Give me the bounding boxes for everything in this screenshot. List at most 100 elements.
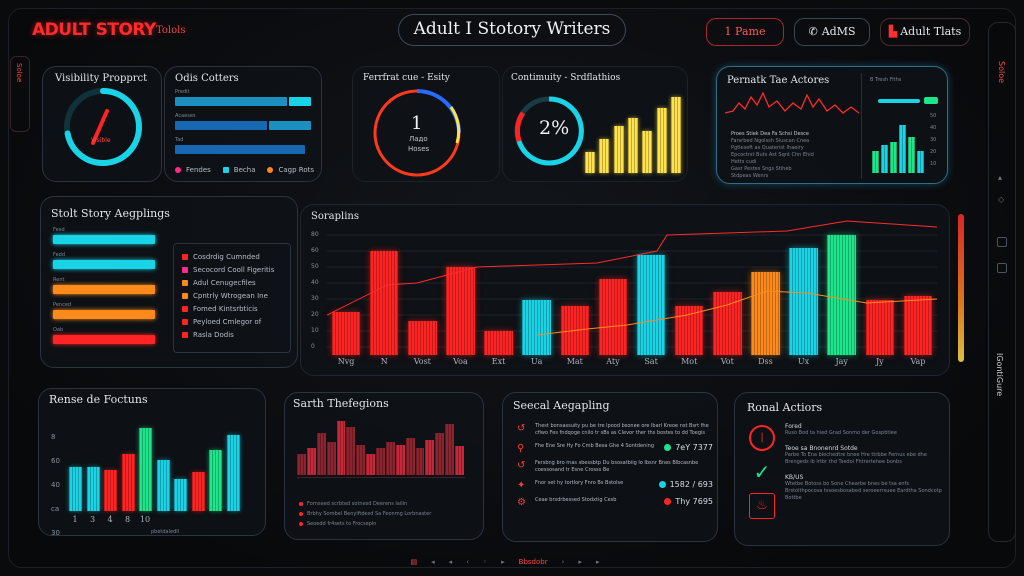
seecal-list: ↺ Thest bonsassuity pu be tre lpood bsone… [517,423,713,514]
bottom-nav-item[interactable]: ▤ [410,558,418,566]
story-legend-item: Fomed Kintsrbticis [182,302,282,315]
continuity-panel: Contimuity - Srdflathios 2% [502,66,688,182]
bottom-nav-item[interactable]: ‹ [466,558,469,566]
adms-button-label: AdMS [821,25,856,38]
story-row-bar [53,260,155,269]
story-row-label: Fexd [53,227,65,233]
permath-bars [872,117,928,173]
odis-title: Odis Cotters [175,73,239,84]
page-title[interactable]: Adult Ӏ Stotory Writers [398,14,626,46]
adult-stats-label: Adult Tlats [900,25,962,38]
ferred-line3: Hoses [408,145,430,153]
bottom-nav-item[interactable]: ◦ [483,558,488,566]
sarth-bar [336,421,346,475]
pane-button[interactable]: 1 Pame [706,18,784,46]
sarth-bar [297,454,306,475]
bottom-nav-item[interactable]: ▸ [501,558,505,566]
sarth-bar [455,446,464,475]
story-row-label: Penced [53,302,72,308]
rense-title: Rense de Foctuns [49,393,148,406]
sarth-bar [346,427,356,475]
bottom-nav: ▤ ◂ ◂ ‹ ◦ ▸ Bbsdobr › ▸ ▸ [350,556,660,568]
seecal-stat: Thy 7695 [664,497,713,506]
rense-y-label: 30 [51,529,60,537]
sarth-bar [415,448,425,475]
permath-side: B Tresh Fiths 50 40 30 20 10 [861,73,945,179]
story-legend-item: Cosdrdig Cumnded [182,250,282,263]
chart-icon: ▙ [888,25,898,38]
rense-bar [86,466,100,511]
sarth-bar [435,433,445,475]
right-rail-icon-1[interactable]: ▴ [998,173,1003,182]
continuity-bar [656,108,667,173]
fire-icon[interactable]: ♨ [749,493,775,519]
timer-icon[interactable]: | [749,425,775,451]
main-chart-x-label: Jay [835,357,848,366]
sarth-bar [445,424,455,475]
sarth-bar [376,448,385,475]
legend-label: Peyloed Cmlegor of [193,317,262,326]
sarth-bar [316,433,326,475]
rense-y-label: 40 [51,481,60,489]
main-chart-bar [865,300,895,355]
check-icon[interactable]: ✓ [753,460,771,484]
right-rail-icon-2[interactable]: ◇ [998,195,1005,204]
odis-bar [175,145,305,154]
legend-swatch [182,305,188,312]
rense-bar [209,450,222,511]
seecal-item: ↺ Thest bonsassuity pu be tre lpood bsone… [517,423,713,437]
permath-y-label: 10 [930,161,937,167]
sarth-axis [297,477,465,478]
rense-bar [104,469,117,511]
seecal-icon: ↺ [517,423,526,434]
bottom-nav-item[interactable]: Bbsdobr [518,558,548,566]
permath-progress [878,99,920,103]
continuity-bar [628,118,638,173]
continuity-title: Contimuity - Srdflathios [511,73,621,83]
ferred-panel: Ferrfrat cue - Esity 1 Ладо Hoses [352,66,500,182]
bottom-nav-item[interactable]: ◂ [448,558,453,566]
story-row-bar [53,310,155,319]
rense-y-label: ca [51,505,60,513]
seecal-text: Thest bonsassuity pu be tre lpood bsonee… [535,423,709,436]
rense-bar [156,460,170,511]
main-chart-x-label: Mat [566,357,583,366]
rense-x-label: 4 [107,515,113,524]
legend-label: Fendes [186,165,211,174]
left-rail[interactable]: Soloe [10,56,30,132]
legend-label: Adul Cenugecfiles [193,278,256,287]
sarth-bar [356,445,366,475]
bottom-nav-item[interactable]: ◂ [431,558,435,566]
seecal-stat-value: 7eY 7377 [675,443,713,452]
seecal-panel: Seecal Aegapling ↺ Thest bonsassuity pu b… [502,392,718,542]
bottom-nav-item[interactable]: › [561,558,565,566]
seecal-stat: 7eY 7377 [664,443,713,452]
permath-y-label: 40 [930,125,937,131]
ronal-list: Fored Ruso Bod ta hied Grad Sonmo der Gos… [785,423,943,510]
right-rail-icon-4[interactable] [997,263,1007,273]
sarth-bars [297,415,465,475]
gauge-label: Visible [91,137,111,144]
story-row-bar [53,335,155,344]
adms-button[interactable]: ✆ AdMS [794,18,870,46]
story-row-label: Rent [53,277,65,283]
ferred-big-value: 1 [411,113,423,134]
main-chart-x-label: Vap [910,357,926,366]
rense-x-label: 1 [72,515,78,524]
vertical-gauge [958,214,964,362]
bottom-nav-item[interactable]: ▸ [578,558,582,566]
story-row-bar [53,235,155,244]
permath-title: Pernatk Tae Actores [727,75,830,86]
permath-text-list: Proes Stiek Dea Fa Schsi Desce Farsrbed N… [731,131,814,180]
sarth-panel: Sarth Thefegions Fornseed scrbted sotnes… [284,392,484,540]
permath-toggle[interactable] [924,97,938,104]
continuity-bar [585,151,595,173]
right-rail-icon-3[interactable] [997,237,1007,247]
permath-bar [899,125,906,173]
permath-bar [917,150,924,173]
bottom-nav-item[interactable]: ▸ [595,558,600,566]
seecal-icon: ✦ [517,480,526,491]
adult-stats-button[interactable]: ▙ Adult Tlats [880,18,970,46]
permath-line: Epcoctrst Buts Ast Sqnt Chn Ehid [731,152,814,158]
legend-label: Cosdrdig Cumnded [193,252,260,261]
